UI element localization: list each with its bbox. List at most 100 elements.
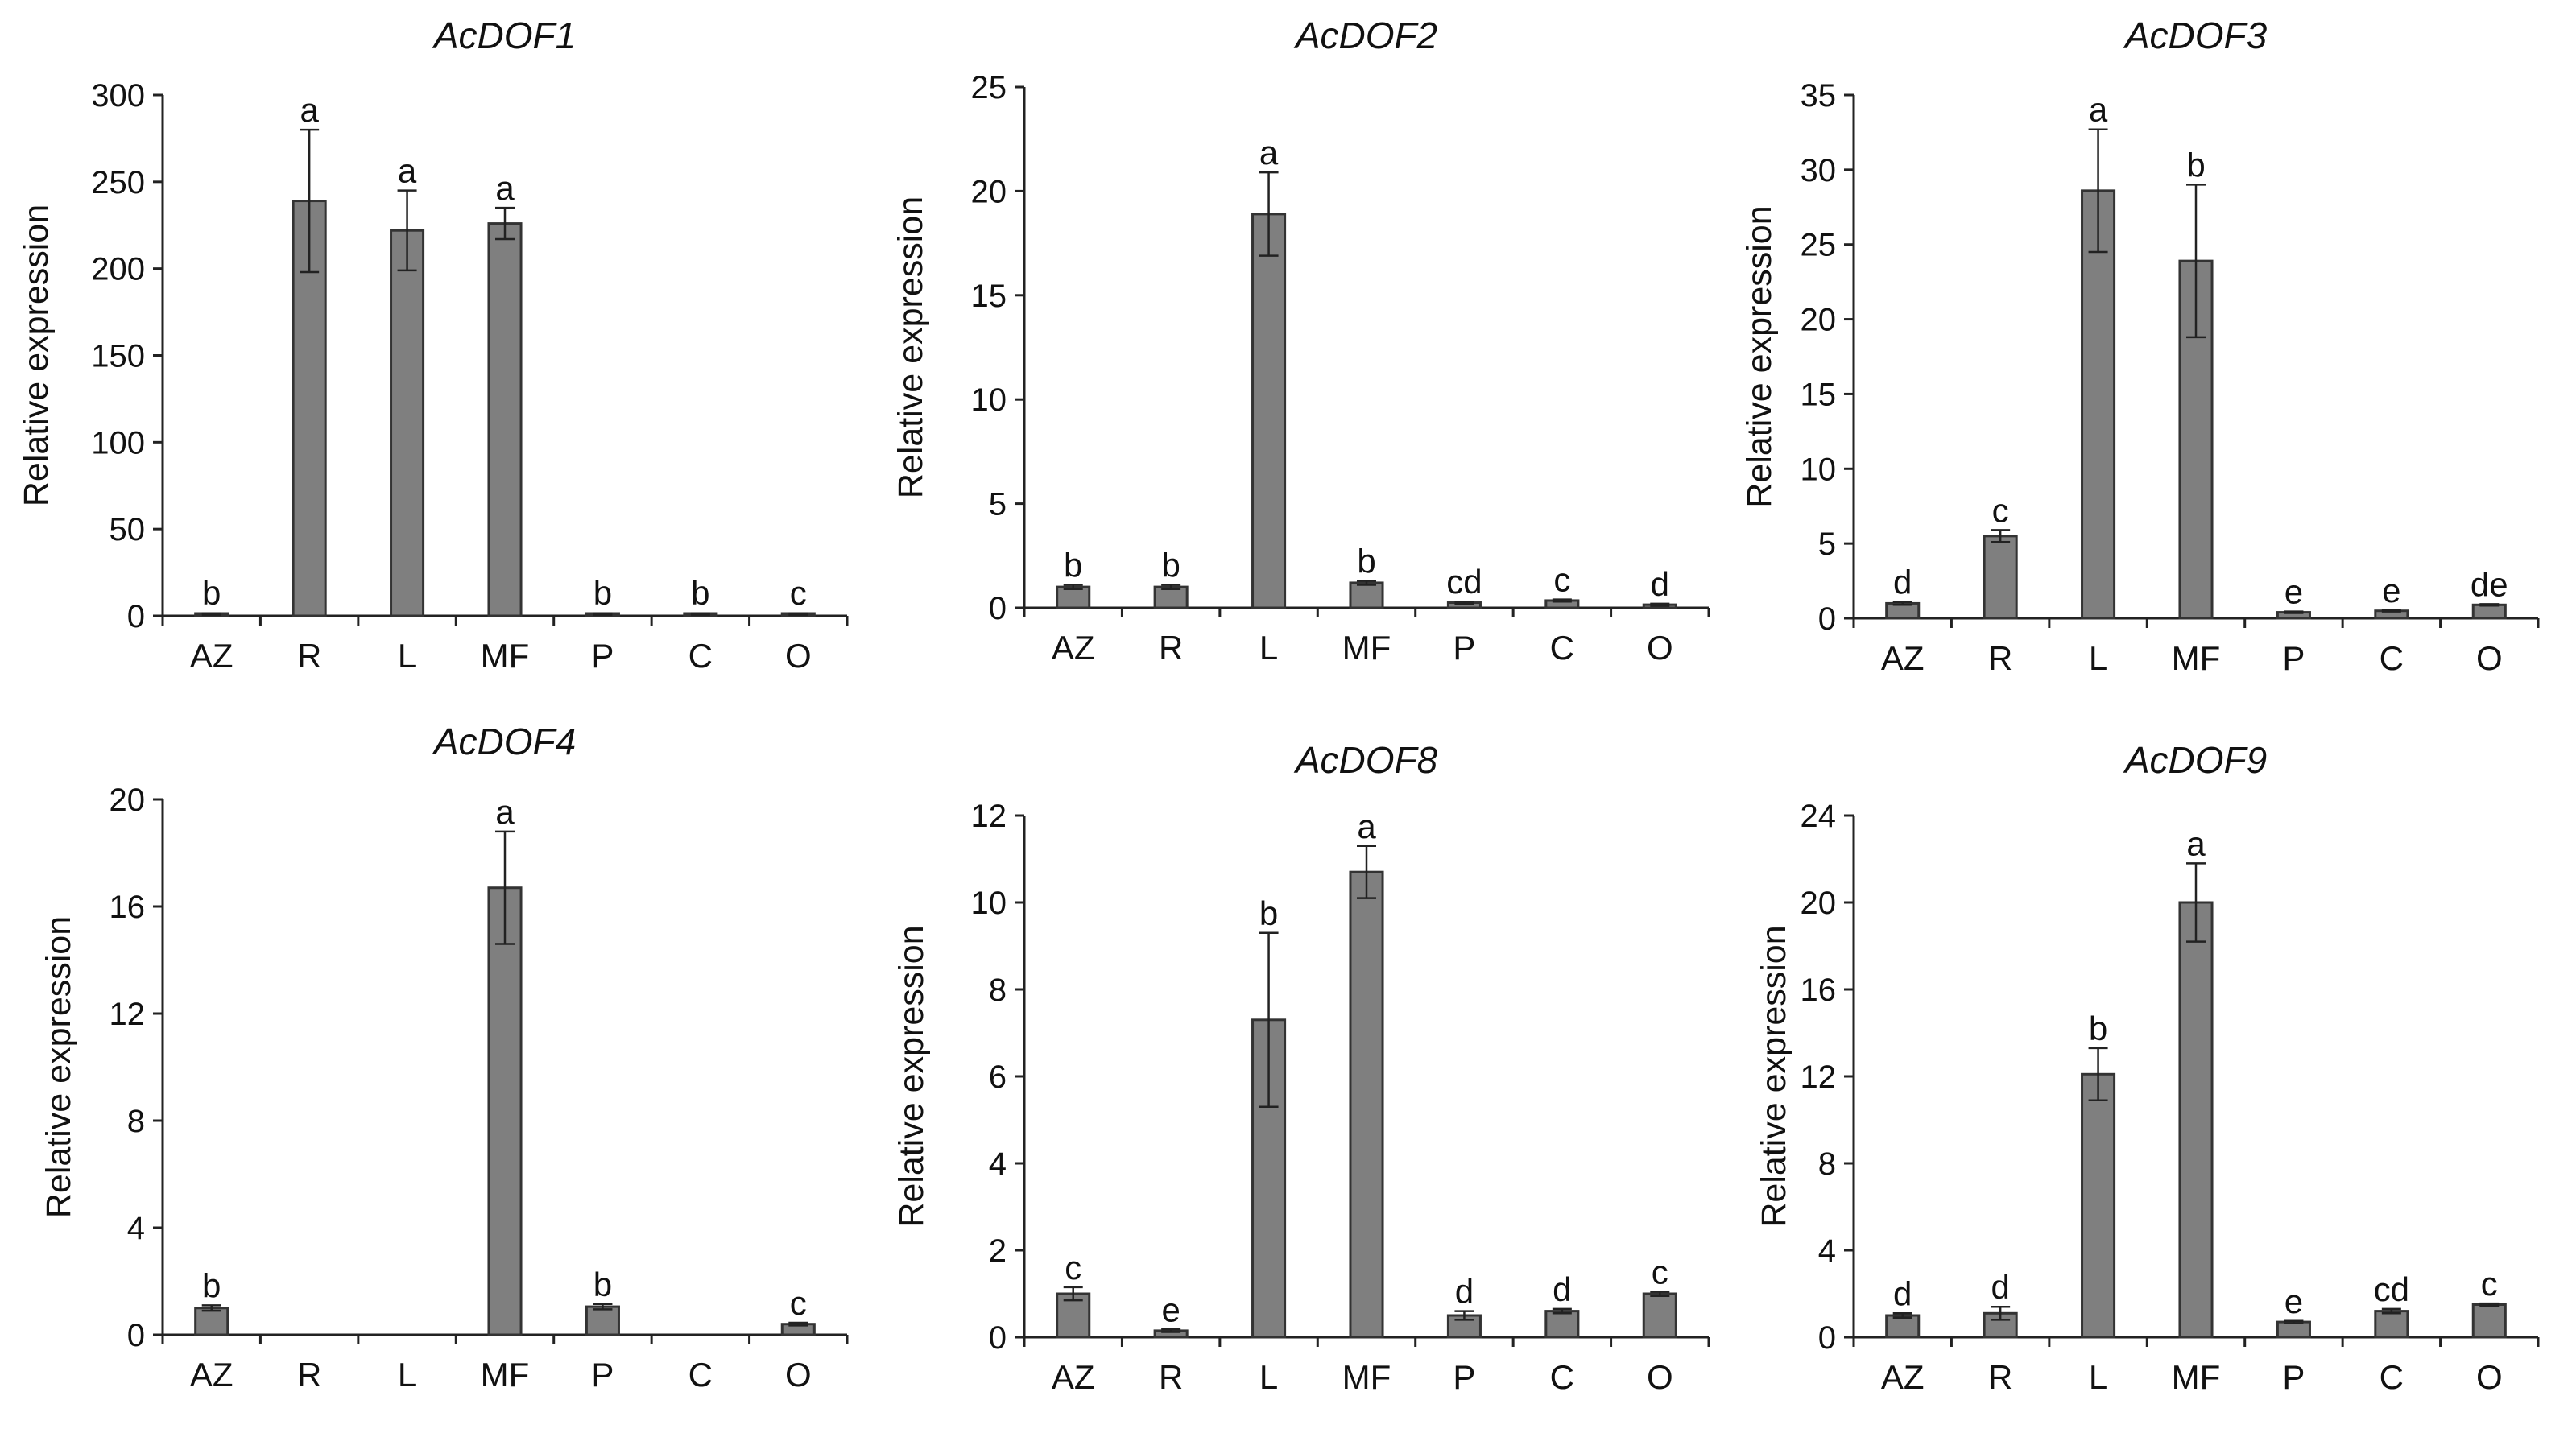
x-tick-label: AZ (1881, 639, 1925, 677)
x-tick-label: L (1259, 1358, 1278, 1396)
y-tick-label: 8 (127, 1104, 145, 1139)
x-tick-label: MF (481, 1356, 530, 1394)
y-tick-label: 5 (1818, 527, 1836, 562)
y-tick-label: 8 (989, 973, 1007, 1008)
y-tick-label: 35 (1801, 78, 1837, 114)
significance-label: a (2089, 91, 2108, 129)
x-tick-label: O (1647, 629, 1673, 667)
significance-label: a (300, 91, 319, 129)
x-tick-label: R (1159, 1358, 1183, 1396)
significance-label: a (495, 169, 515, 207)
significance-label: d (1651, 565, 1669, 603)
chart-panel-acdof3: AcDOF3 Relative expression 0 5 10 15 20 25 30 35 d… (1740, 14, 2540, 677)
significance-label: a (1259, 134, 1279, 171)
x-tick-label: R (1988, 1358, 2012, 1396)
x-tick-label: C (688, 637, 713, 675)
y-tick-label: 200 (91, 252, 145, 287)
bar-l (1251, 213, 1287, 609)
x-tick-label: O (2476, 1358, 2503, 1396)
significance-label: d (1893, 564, 1912, 601)
chart-panel-acdof1: AcDOF1 Relative expression 0 50 100 150 200 250… (17, 14, 849, 675)
significance-label: cd (2374, 1270, 2409, 1308)
bar-o (2471, 603, 2507, 620)
significance-label: a (398, 152, 417, 190)
significance-label: cd (1446, 563, 1482, 601)
x-tick-label: AZ (190, 637, 234, 675)
y-tick-label: 25 (971, 70, 1007, 105)
y-tick-label: 2 (989, 1233, 1007, 1269)
x-tick-label: P (1453, 629, 1475, 667)
x-tick-label: C (1550, 629, 1574, 667)
x-tick-label: C (2380, 639, 2404, 677)
chart-title: AcDOF9 (2123, 739, 2267, 781)
x-tick-label: R (297, 1356, 321, 1394)
y-tick-label: 4 (989, 1146, 1007, 1182)
chart-panel-acdof4: AcDOF4 Relative expression 0 4 8 12 16 20 b AZ R La… (39, 721, 849, 1394)
significance-label: e (2382, 572, 2400, 609)
significance-label: d (1455, 1273, 1474, 1311)
y-tick-label: 16 (1801, 973, 1837, 1008)
chart-panel-acdof8: AcDOF8 Relative expression 0 2 4 6 8 10 12 c AZ eRb… (892, 739, 1710, 1396)
significance-label: b (202, 574, 221, 612)
y-tick-label: 100 (91, 425, 145, 460)
x-tick-label: P (591, 1356, 614, 1394)
significance-label: b (593, 574, 612, 612)
y-tick-label: 10 (1801, 452, 1837, 487)
bar-c (2374, 1310, 2409, 1339)
x-tick-label: O (785, 1356, 812, 1394)
x-tick-label: MF (2172, 639, 2221, 677)
x-tick-label: O (2476, 639, 2503, 677)
y-tick-label: 12 (110, 997, 146, 1032)
x-tick-label: AZ (1052, 629, 1095, 667)
significance-label: b (2089, 1010, 2107, 1047)
bar-mf (1349, 581, 1384, 609)
y-tick-label: 8 (1818, 1146, 1836, 1182)
y-tick-label: 150 (91, 339, 145, 374)
y-tick-label: 6 (989, 1059, 1007, 1095)
chart-title: AcDOF4 (432, 721, 576, 762)
y-tick-label: 0 (989, 1320, 1007, 1356)
bar-r (1983, 535, 2018, 620)
significance-label: c (2481, 1265, 2498, 1303)
x-tick-label: R (297, 637, 321, 675)
y-tick-label: 24 (1801, 799, 1837, 834)
significance-label: c (1553, 561, 1570, 599)
x-tick-label: AZ (1052, 1358, 1095, 1396)
x-tick-label: L (2089, 639, 2107, 677)
y-tick-label: 50 (110, 512, 146, 547)
significance-label: c (1065, 1249, 1081, 1286)
significance-label: d (1553, 1270, 1571, 1308)
significance-label: de (2471, 565, 2508, 603)
chart-panel-acdof9: AcDOF9 Relative expression 0 4 8 12 16 20 24 d AZ d… (1755, 739, 2540, 1396)
y-tick-label: 0 (1818, 601, 1836, 637)
y-tick-label: 0 (1818, 1320, 1836, 1356)
y-tick-label: 4 (1818, 1233, 1836, 1269)
bar-mf (487, 222, 523, 617)
x-tick-label: P (1453, 1358, 1475, 1396)
x-tick-label: L (398, 637, 416, 675)
bar-p (2276, 1320, 2311, 1339)
y-axis-label: Relative expression (1755, 925, 1793, 1227)
x-tick-label: MF (1342, 1358, 1391, 1396)
y-axis-label: Relative expression (17, 204, 56, 506)
x-tick-label: AZ (190, 1356, 234, 1394)
x-tick-label: C (2380, 1358, 2404, 1396)
x-tick-label: R (1159, 629, 1183, 667)
bar-o (2471, 1303, 2507, 1339)
y-tick-label: 10 (971, 886, 1007, 921)
significance-label: c (790, 574, 807, 612)
significance-label: a (1357, 807, 1376, 845)
significance-label: c (1992, 491, 2009, 529)
y-tick-label: 16 (110, 890, 146, 925)
bar-az (194, 1307, 229, 1336)
y-tick-label: 12 (971, 799, 1007, 834)
y-tick-label: 0 (127, 599, 145, 634)
x-tick-label: AZ (1881, 1358, 1925, 1396)
bar-l (390, 229, 425, 617)
y-tick-label: 30 (1801, 153, 1837, 188)
significance-label: b (202, 1266, 221, 1304)
y-tick-label: 10 (971, 382, 1007, 418)
y-axis-label: Relative expression (1740, 205, 1779, 507)
y-tick-label: 12 (1801, 1059, 1837, 1095)
